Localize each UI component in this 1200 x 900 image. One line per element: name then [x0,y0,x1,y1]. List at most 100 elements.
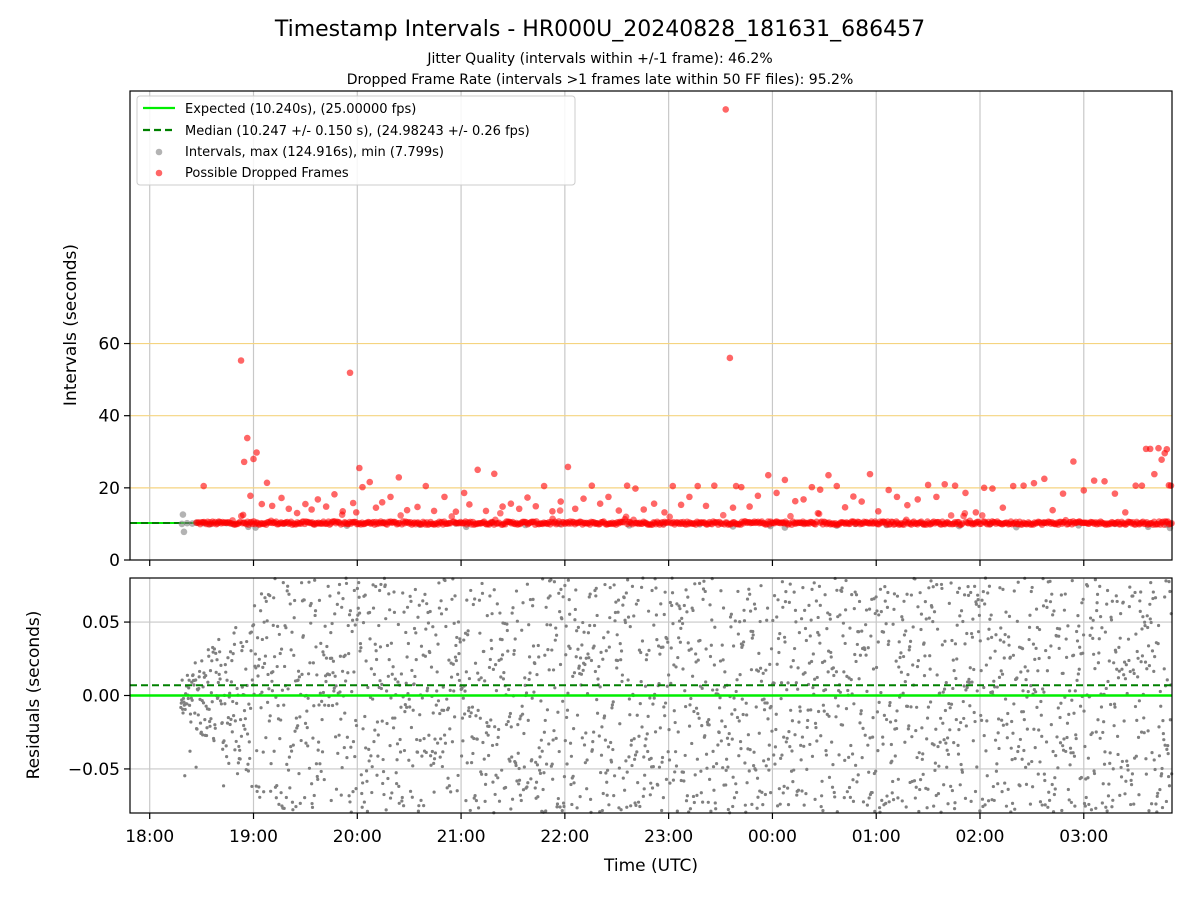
dropped-frame-point [989,485,996,492]
residual-point [590,748,594,752]
residual-point [343,711,347,715]
residual-point [956,752,961,756]
residual-point [276,704,280,708]
residual-point [509,807,513,811]
residual-point [1164,799,1169,804]
residual-point [662,612,666,617]
residual-point [1044,599,1048,603]
dropped-frame-point [825,471,832,479]
residual-point [393,716,397,720]
residual-point [357,611,362,615]
residual-point [350,629,354,634]
residual-point [1095,608,1099,613]
residual-point [348,800,352,804]
legend-dropped-label: Possible Dropped Frames [185,166,349,181]
residual-point [226,656,230,660]
residual-point [212,739,216,743]
residual-point [286,768,291,772]
dropped-frame-point [719,511,727,519]
residual-point [210,659,214,663]
residual-point [202,671,206,675]
residual-point [1034,607,1039,611]
intervals-y-tick-label: 60 [98,335,120,355]
dropped-frame-point [726,354,734,362]
dropped-frame-point [356,464,363,472]
residual-point [1125,759,1129,763]
residual-point [480,772,484,776]
residual-point [367,610,372,615]
residual-point [1036,669,1040,673]
residual-point [346,623,350,628]
residual-point [305,709,309,713]
dropped-frame-point [833,482,841,490]
residual-point [809,659,814,664]
residual-point [235,772,240,776]
residual-point [787,729,791,734]
dropped-frame-point [1111,490,1119,497]
residual-point [580,643,584,647]
residual-point [770,729,774,733]
residual-point [379,686,383,691]
residual-point [234,739,238,744]
residual-point [248,706,253,710]
residual-point [928,654,932,658]
residual-point [592,730,596,734]
dropped-frame-point [339,507,347,515]
residual-point [1120,667,1124,671]
residual-point [219,663,223,667]
residual-point [431,711,435,715]
residual-point [449,675,454,679]
residual-point [496,735,500,739]
residual-point [1097,651,1101,655]
residual-point [448,688,452,692]
dropped-frame-point [308,506,315,513]
residual-point [757,731,761,735]
residual-point [695,757,699,761]
residual-point [717,730,721,735]
residual-point [411,764,415,768]
residual-point [639,650,643,655]
residual-point [965,685,969,690]
residual-point [999,626,1003,630]
residual-point [976,593,980,597]
residual-point [604,771,608,775]
residual-point [1141,615,1145,619]
residual-point [869,634,873,638]
residual-point [1040,734,1044,738]
residual-point [462,638,466,642]
residual-point [1145,614,1149,618]
residual-point [547,668,551,672]
residual-point [494,773,498,777]
residual-point [536,795,540,799]
residual-point [773,745,778,749]
residual-point [755,806,759,810]
residual-point [890,791,894,795]
residual-point [944,741,948,745]
residual-point [517,766,521,771]
residual-point [500,638,504,642]
dropped-frame-point [722,106,730,113]
residual-point [889,742,893,747]
residual-point [742,619,747,623]
residual-point [676,655,680,660]
residual-point [1058,715,1062,720]
residual-point [1037,728,1041,732]
residual-point [396,680,400,684]
residual-point [1000,672,1005,676]
residual-point [384,689,389,693]
residual-point [1052,609,1056,613]
residual-point [720,643,724,647]
residual-point [982,733,986,738]
residual-point [1002,656,1006,660]
residual-point [567,598,571,602]
residual-point [733,619,737,623]
residual-point [303,796,307,800]
residual-point [668,781,672,785]
dropped-frame-point [622,513,630,521]
residual-point [435,741,440,745]
residual-point [800,735,805,739]
residual-point [782,635,787,639]
residual-point [203,718,207,722]
residual-point [865,803,869,807]
